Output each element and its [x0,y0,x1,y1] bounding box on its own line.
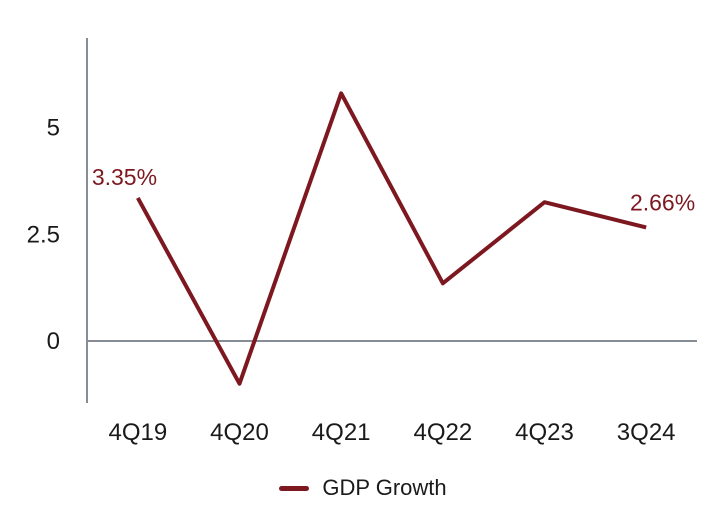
x-axis-label-4q23: 4Q23 [515,419,574,446]
x-axis-label-4q21: 4Q21 [312,419,371,446]
legend-line-swatch-icon [279,485,310,491]
x-axis-label-4q20: 4Q20 [210,419,269,446]
gdp-growth-series-line [136,91,647,386]
x-axis-label-3q24: 3Q24 [617,419,676,446]
legend-series-label: GDP Growth [322,475,447,500]
legend: GDP Growth [0,466,726,510]
first-point-value-label: 3.35% [92,164,157,190]
x-axis-label-4q22: 4Q22 [413,419,472,446]
y-tick-label-2.5: 2.5 [27,221,60,248]
y-tick-label-5: 5 [47,115,60,142]
x-axis-label-4q19: 4Q19 [108,419,167,446]
last-point-value-label: 2.66% [630,189,695,215]
y-tick-label-0: 0 [47,328,60,355]
chart-plot-area: 02.55 4Q19 4Q20 4Q21 4Q22 4Q23 3Q24 3.35%2.66… [27,38,697,446]
series-point-labels: 3.35% 2.66% [92,164,695,215]
x-axis-category-labels: 4Q19 4Q20 4Q21 4Q22 4Q23 3Q24 [108,419,675,446]
y-axis-tick-labels: 02.55 [27,115,60,356]
